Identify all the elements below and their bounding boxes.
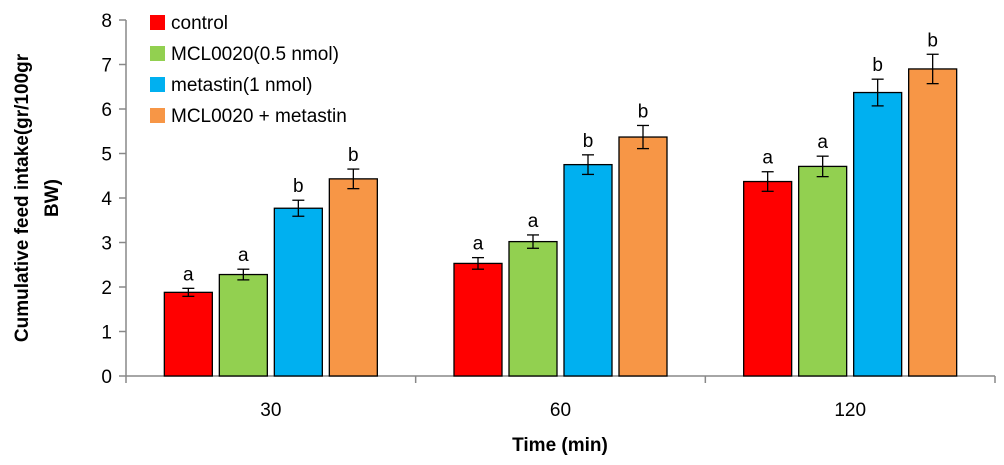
bar xyxy=(563,163,613,377)
y-tick-label: 2 xyxy=(101,278,112,299)
bar xyxy=(908,68,958,377)
y-tick-label: 5 xyxy=(101,145,112,166)
y-tick-label: 7 xyxy=(101,56,112,77)
error-bars xyxy=(182,53,939,297)
x-axis-title: Time (min) xyxy=(512,435,608,456)
y-axis-title-line: Cumulative feed intake(gr/100gr xyxy=(12,53,33,342)
legend-label: MCL0020(0.5 nmol) xyxy=(171,44,339,65)
bar xyxy=(453,262,503,377)
bar xyxy=(218,273,268,377)
significance-label: b xyxy=(583,131,594,152)
y-axis-title-text: Cumulative feed intake(gr/100gr BW) xyxy=(12,53,63,342)
x-tick-label: 60 xyxy=(550,400,571,421)
x-tick-label: 120 xyxy=(834,400,866,421)
bar xyxy=(328,178,378,377)
y-tick-label: 6 xyxy=(101,100,112,121)
bar xyxy=(273,207,323,377)
significance-label: b xyxy=(872,55,883,76)
legend-label: control xyxy=(171,13,228,34)
significance-label: a xyxy=(473,234,484,255)
significance-label: a xyxy=(817,132,828,153)
y-tick-label: 4 xyxy=(101,189,112,210)
x-ticks: 30 60 120 xyxy=(125,376,996,421)
bar xyxy=(743,180,793,377)
significance-label: b xyxy=(927,30,938,51)
legend-label: metastin(1 nmol) xyxy=(171,75,313,96)
legend-swatch xyxy=(150,46,165,61)
bars xyxy=(163,68,958,377)
significance-label: a xyxy=(528,211,539,232)
significance-label: a xyxy=(183,264,194,285)
y-tick-label: 8 xyxy=(101,11,112,32)
legend: control MCL0020(0.5 nmol) metastin(1 nmol)… xyxy=(150,13,347,127)
significance-label: b xyxy=(293,176,304,197)
significance-label: b xyxy=(348,145,359,166)
significance-label: a xyxy=(762,148,773,169)
legend-label: MCL0020 + metastin xyxy=(171,106,347,127)
y-tick-label: 0 xyxy=(101,367,112,388)
y-tick-label: 3 xyxy=(101,234,112,255)
x-tick-label: 30 xyxy=(260,400,281,421)
significance-labels: a a b b a a b b a a b b xyxy=(183,30,938,285)
bar xyxy=(618,136,668,377)
legend-swatch xyxy=(150,15,165,30)
significance-label: b xyxy=(638,101,649,122)
y-ticks: 0 1 2 3 4 5 6 7 8 xyxy=(101,11,126,388)
bar xyxy=(163,291,213,377)
legend-swatch xyxy=(150,77,165,92)
bar xyxy=(853,91,903,377)
y-tick-label: 1 xyxy=(101,323,112,344)
significance-label: a xyxy=(238,245,249,266)
bar xyxy=(798,165,848,377)
y-axis-title: Cumulative feed intake(gr/100gr BW) xyxy=(12,53,63,342)
legend-swatch xyxy=(150,108,165,123)
y-axis-title-line: BW) xyxy=(42,179,63,217)
bar xyxy=(508,240,558,377)
